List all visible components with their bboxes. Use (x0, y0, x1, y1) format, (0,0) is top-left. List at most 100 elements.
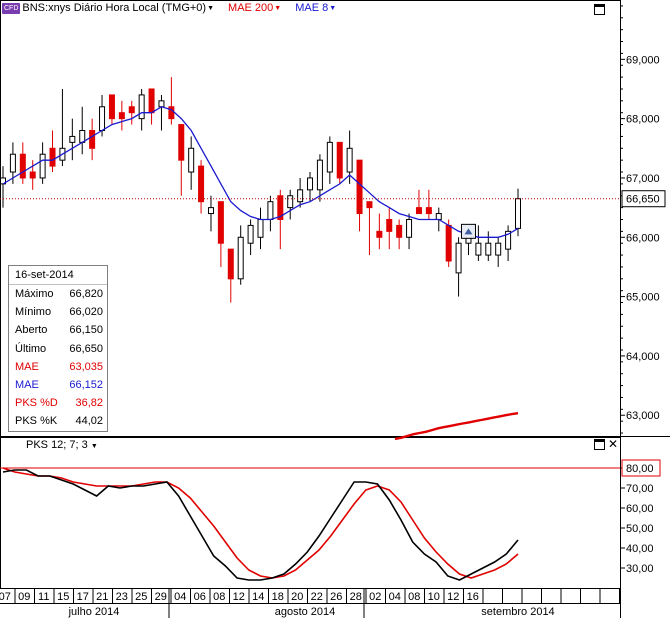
candle-down (198, 165, 205, 203)
chevron-down-icon[interactable]: ▼ (329, 4, 337, 12)
x-day-label: 07 (0, 591, 11, 603)
info-row-high: Máximo 66,820 (15, 288, 103, 300)
x-day-label: 15 (57, 591, 69, 603)
y-tick-label: 68,000 (626, 114, 660, 126)
candle-up (297, 189, 304, 203)
x-day-label: 04 (389, 591, 401, 603)
x-day-label: 14 (252, 591, 264, 603)
maximize-icon[interactable] (594, 439, 605, 450)
candle-down (445, 224, 452, 262)
candle-up (515, 198, 521, 229)
candle-down (29, 171, 36, 179)
candle-down (277, 195, 284, 220)
candle-up (485, 242, 492, 256)
x-day-label: 12 (447, 591, 459, 603)
candle-up (247, 224, 254, 244)
candle-down (376, 230, 383, 238)
candle-up (237, 236, 244, 280)
osc-y-tick-label: 50,00 (626, 523, 654, 535)
x-day-label: 26 (330, 591, 342, 603)
candle-up (138, 94, 145, 120)
maximize-icon[interactable] (594, 4, 605, 15)
x-day-label: 21 (96, 591, 108, 603)
info-row-low: Mínimo 66,020 (15, 306, 103, 319)
x-day-label: 25 (135, 591, 147, 603)
candle-down (415, 207, 422, 215)
x-day-label: 20 (291, 591, 303, 603)
candle-down (118, 112, 125, 120)
mae8-line (2, 106, 519, 238)
candle-up (307, 177, 314, 191)
chevron-down-icon[interactable]: ▼ (207, 4, 215, 12)
x-day-label: 29 (155, 591, 167, 603)
candle-down (89, 130, 96, 149)
x-day-label: 28 (350, 591, 362, 603)
cfd-badge: CFD (2, 2, 21, 14)
info-row-mae8: MAE 66,152 (15, 378, 103, 391)
info-row-pks-d: PKS %D 36,82 (15, 397, 103, 410)
chart-header: CFD BNS:xnys Diário Hora Local (TMG+0) ▼… (2, 2, 350, 14)
info-row-last: Último 66,650 (15, 342, 103, 355)
info-row-open: Aberto 66,150 (15, 324, 103, 337)
candle-down (336, 141, 343, 179)
overbought-box (621, 459, 661, 477)
candle-down (217, 201, 224, 244)
oscillator-header[interactable]: PKS 12; 7; 3 ▼ (26, 439, 98, 451)
x-day-label: 12 (233, 591, 245, 603)
y-tick-label: 65,000 (626, 292, 660, 304)
candle-up (346, 147, 353, 173)
osc-y-tick-label: 40,00 (626, 543, 654, 555)
candle-up (9, 153, 16, 173)
x-month-label: setembro 2014 (481, 606, 554, 618)
candle-down (148, 88, 155, 114)
x-day-label: 22 (311, 591, 323, 603)
pks-d-line (2, 467, 519, 579)
info-panel: 16-set-2014 Máximo 66,820 Mínimo 66,020 Ab… (8, 265, 108, 432)
info-row-mae200: MAE 63,035 (15, 360, 103, 373)
last-price-label: 66,650 (626, 194, 660, 206)
candle-up (99, 106, 106, 132)
osc-y-tick-label: 70,00 (626, 483, 654, 495)
x-day-label: 23 (116, 591, 128, 603)
close-icon[interactable]: ✕ (608, 437, 619, 451)
y-tick-label: 64,000 (626, 351, 660, 363)
x-day-label: 10 (428, 591, 440, 603)
candle-down (396, 224, 403, 238)
symbol-title[interactable]: BNS:xnys Diário Hora Local (TMG+0) (22, 2, 207, 14)
x-day-label: 08 (408, 591, 420, 603)
y-tick-label: 63,000 (626, 410, 660, 422)
x-day-label: 09 (18, 591, 30, 603)
x-month-label: agosto 2014 (275, 606, 336, 618)
candle-up (326, 141, 333, 173)
x-day-label: 06 (194, 591, 206, 603)
x-day-label: 18 (272, 591, 284, 603)
pks-k-line (2, 469, 519, 581)
candle-up (207, 207, 214, 215)
candle-down (128, 106, 135, 114)
candle-down (425, 207, 432, 215)
oscillator-panel-frame (0, 437, 621, 589)
candle-up (267, 201, 274, 220)
candle-up (406, 218, 413, 238)
y-tick-label: 66,000 (626, 232, 660, 244)
candle-up (257, 218, 264, 238)
chevron-down-icon[interactable]: ▼ (274, 4, 282, 12)
candle-down (49, 147, 56, 167)
x-day-label: 11 (38, 591, 49, 603)
x-day-label: 17 (77, 591, 89, 603)
candle-down (19, 153, 26, 179)
mae200-label[interactable]: MAE 200 (228, 2, 274, 14)
event-marker-glyph (464, 228, 473, 235)
chevron-down-icon[interactable]: ▼ (90, 443, 98, 450)
mae8-label[interactable]: MAE 8 (295, 2, 329, 14)
oscillator-title[interactable]: PKS 12; 7; 3 (26, 439, 88, 451)
candle-up (39, 153, 46, 179)
overbought-label: 80,00 (626, 463, 654, 475)
info-row-pks-k: PKS %K 44,02 (15, 415, 103, 428)
candle-up (188, 147, 195, 173)
candle-down (178, 124, 185, 161)
x-day-label: 08 (213, 591, 225, 603)
y-tick-label: 67,000 (626, 173, 660, 185)
x-day-label: 04 (174, 591, 186, 603)
